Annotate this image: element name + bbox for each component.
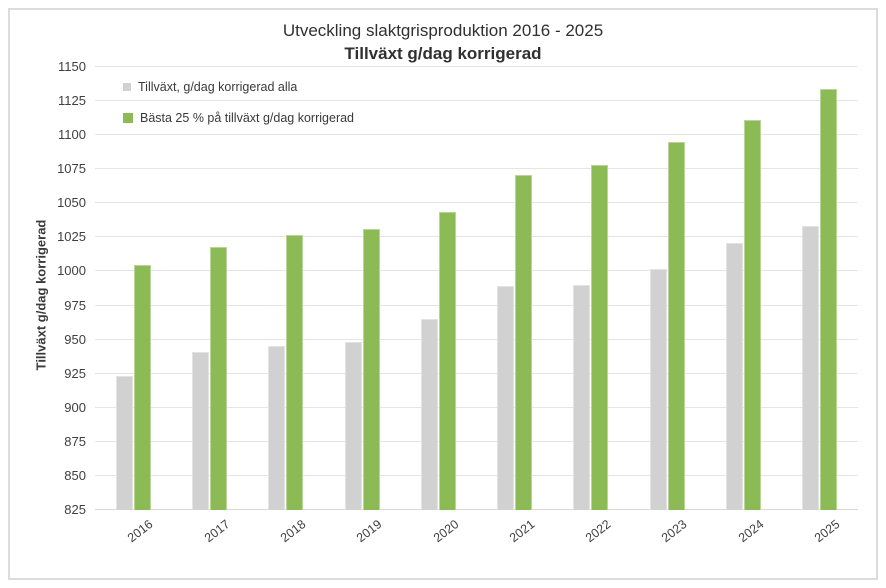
y-tick-label: 875 xyxy=(64,433,86,449)
legend-item-basta25: Bästa 25 % på tillväxt g/dag korrigerad xyxy=(123,110,354,126)
y-tick-label: 1075 xyxy=(57,161,86,177)
y-tick-label: 1125 xyxy=(58,93,86,109)
bar-alla xyxy=(802,226,820,510)
plot-area: 2016 2017 2018 2019 2020 2021 2022 2023 2024 2025 xyxy=(95,66,858,545)
chart-title: Utveckling slaktgrisproduktion 2016 - 20… xyxy=(282,21,604,40)
bar-alla xyxy=(649,268,667,510)
bar-basta25 xyxy=(591,165,609,510)
bar-alla xyxy=(573,285,591,510)
bar-alla xyxy=(191,351,209,510)
legend-label-basta25: Bästa 25 % på tillväxt g/dag korrigerad xyxy=(140,111,355,125)
y-tick-label: 1050 xyxy=(57,195,86,211)
bar-alla xyxy=(344,342,362,510)
y-tick-label: 900 xyxy=(64,399,86,415)
y-tick-label: 850 xyxy=(64,467,86,483)
gridline xyxy=(95,134,858,136)
gridline xyxy=(95,406,858,408)
y-tick-label: 950 xyxy=(64,331,86,347)
bar-alla xyxy=(726,242,744,510)
bar-basta25 xyxy=(820,88,838,510)
bar-alla xyxy=(268,346,286,510)
gridline xyxy=(95,168,858,170)
bar-alla xyxy=(497,286,515,510)
bar-group-2021: 2021 xyxy=(477,67,553,545)
chart-title-block: Utveckling slaktgrisproduktion 2016 - 20… xyxy=(0,19,886,65)
gridline xyxy=(95,66,858,67)
bar-group-2025: 2025 xyxy=(782,67,858,545)
bar-alla xyxy=(115,376,133,510)
y-tick-label: 975 xyxy=(64,297,86,313)
bar-basta25 xyxy=(515,174,533,510)
gridline xyxy=(95,202,858,204)
bar-basta25 xyxy=(667,141,685,510)
legend: Tillväxt, g/dag korrigerad alla Bästa 25… xyxy=(123,79,354,141)
bar-group-2023: 2023 xyxy=(629,67,705,545)
y-tick-label: 1150 xyxy=(58,59,86,74)
bar-basta25 xyxy=(362,229,380,510)
bar-basta25 xyxy=(744,120,762,510)
gridline xyxy=(95,270,858,272)
bar-basta25 xyxy=(438,211,456,510)
gridline xyxy=(95,474,858,476)
legend-swatch-gray xyxy=(123,83,131,91)
gridline xyxy=(95,100,858,102)
y-tick-label: 1100 xyxy=(58,127,86,143)
bar-basta25 xyxy=(133,264,151,510)
y-tick-label: 925 xyxy=(64,365,86,381)
gridline xyxy=(95,372,858,374)
bar-group-2018: 2018 xyxy=(248,67,324,545)
gridline xyxy=(95,440,858,442)
y-tick-label: 1000 xyxy=(57,263,86,279)
bar-group-2019: 2019 xyxy=(324,67,400,545)
bar-group-2016: 2016 xyxy=(95,67,171,545)
legend-swatch-green xyxy=(123,113,133,123)
bar-group-2017: 2017 xyxy=(171,67,247,545)
gridline xyxy=(95,304,858,306)
bar-basta25 xyxy=(286,234,304,510)
bar-group-2020: 2020 xyxy=(400,67,476,545)
y-tick-label: 1025 xyxy=(57,229,86,245)
bar-basta25 xyxy=(209,246,227,510)
bar-group-2024: 2024 xyxy=(705,67,781,545)
gridline xyxy=(95,236,858,238)
legend-label-alla: Tillväxt, g/dag korrigerad alla xyxy=(138,80,298,94)
chart-subtitle: Tillväxt g/dag korrigerad xyxy=(344,44,542,63)
chart-frame xyxy=(8,8,878,580)
x-axis-line xyxy=(95,509,858,510)
bar-group-2022: 2022 xyxy=(553,67,629,545)
legend-item-alla: Tillväxt, g/dag korrigerad alla xyxy=(123,79,354,95)
bar-alla xyxy=(420,319,438,510)
y-tick-label: 825 xyxy=(64,502,86,517)
gridline xyxy=(95,338,858,340)
